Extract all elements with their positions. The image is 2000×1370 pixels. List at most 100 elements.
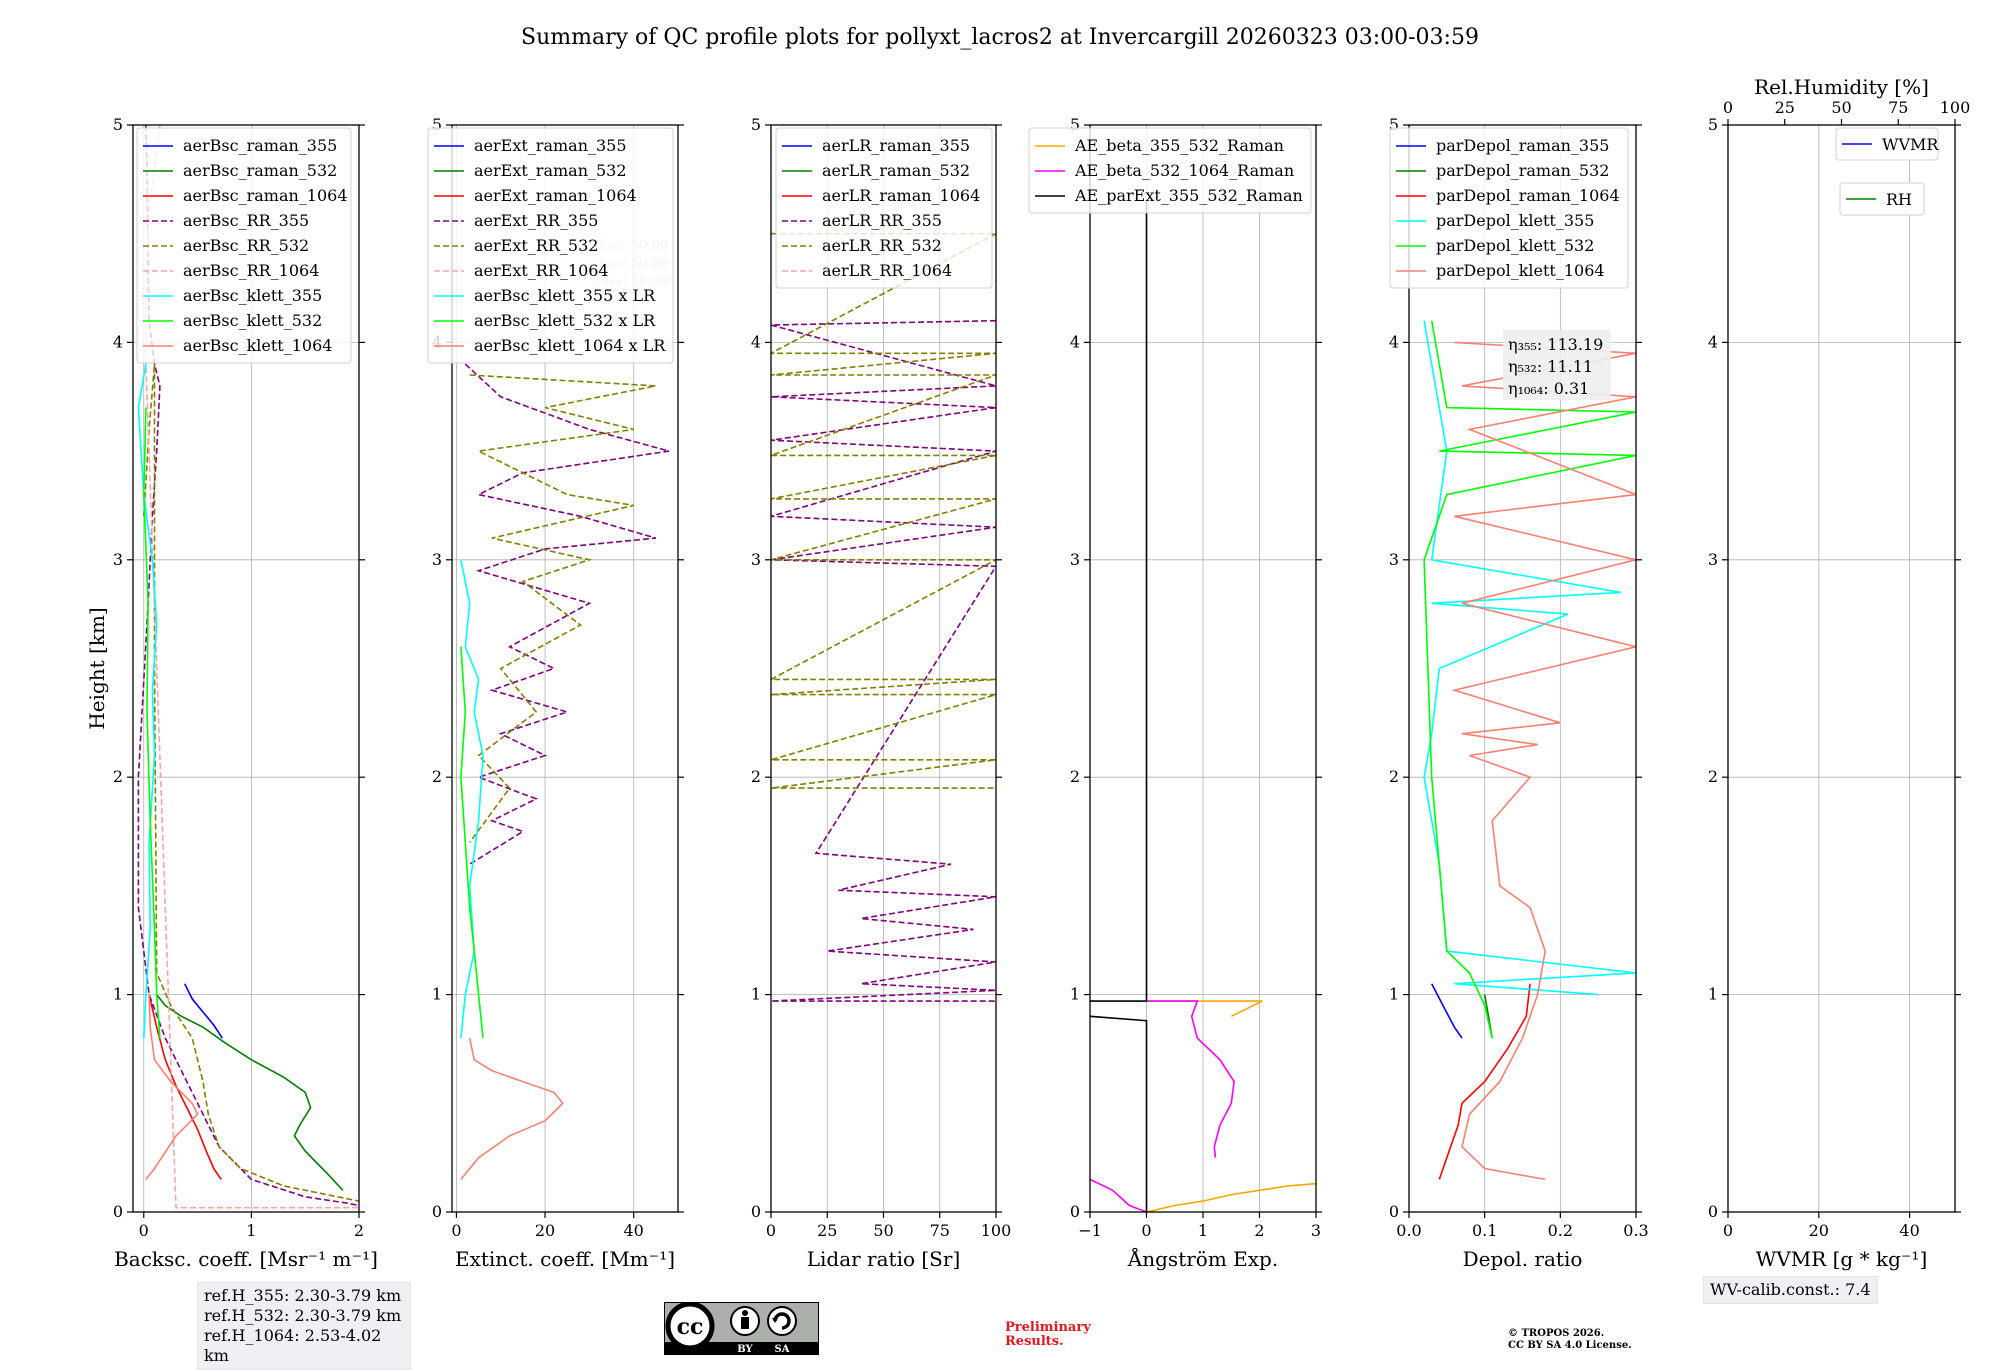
x-axis-label: WVMR [g * kg⁻¹] <box>1756 1247 1928 1271</box>
y-tick-label: 4 <box>751 332 761 351</box>
x-tick-label: 1 <box>246 1221 256 1240</box>
x-axis-label: Backsc. coeff. [Msr⁻¹ m⁻¹] <box>114 1247 378 1271</box>
y-tick-label: 3 <box>751 550 761 569</box>
series-line-aerBsc_raman_355 <box>183 983 223 1039</box>
y-tick-label: 5 <box>751 115 761 134</box>
legend-label: aerBsc_RR_532 <box>183 236 309 255</box>
preliminary-line-1: Preliminary <box>1005 1320 1091 1335</box>
series-line-AE_parExt_355_532_Raman <box>1090 201 1148 1002</box>
preliminary-line-2: Results. <box>1005 1334 1064 1349</box>
panel-depol: 0.0 0.1 0.2 0.3 0 1 2 3 4 5 Depol. ratio η₃₅₅: 113.… <box>1389 115 1649 1271</box>
legend-label: aerBsc_RR_355 <box>183 211 309 230</box>
x2-tick-label: 100 <box>1940 98 1971 117</box>
x-tick-label: 2 <box>1254 1221 1264 1240</box>
series-line-aerLR_RR_355 <box>771 319 996 1002</box>
eta-annotation-line: η₃₅₅: 113.19 <box>1508 335 1603 354</box>
series-line-aerExt_RR_355 <box>464 363 670 865</box>
copyright-note: © TROPOS 2026. CC BY SA 4.0 License. <box>1508 1328 1632 1352</box>
legend-label: AE_parExt_355_532_Raman <box>1074 186 1303 205</box>
x-tick-label: 50 <box>873 1221 893 1240</box>
series-line-AE_beta_532_1064_Raman <box>1090 1178 1147 1212</box>
y-tick-label: 0 <box>1389 1202 1399 1221</box>
y-tick-label: 3 <box>113 550 123 569</box>
legend-label: aerBsc_klett_532 x LR <box>474 311 656 330</box>
legend-label: parDepol_klett_1064 <box>1436 261 1605 280</box>
y-tick-label: 0 <box>751 1202 761 1221</box>
x-tick-label: 40 <box>624 1221 644 1240</box>
series-line-aerBsc_klett_1064 <box>145 994 199 1180</box>
series-line-aerBsc_klett_1064 x LR <box>460 1037 564 1180</box>
legend: aerExt_raman_355 aerExt_raman_532 aerExt_r… <box>427 127 674 364</box>
x-tick-label: 40 <box>1899 1221 1919 1240</box>
x-tick-label: −1 <box>1078 1221 1102 1240</box>
x-tick-label: 20 <box>535 1221 555 1240</box>
legend-label: parDepol_raman_532 <box>1436 161 1609 180</box>
cc-sa-label: SA <box>775 1344 790 1355</box>
y-axis-label: Height [km] <box>85 607 109 729</box>
legend: WVMR RH <box>1835 127 1939 216</box>
series-line-aerBsc_RR_532 <box>143 364 359 1202</box>
wv-calibration-box: WV-calib.const.: 7.4 <box>1703 1276 1878 1304</box>
ref-height-1064: ref.H_1064: 2.53-4.02 km <box>204 1326 382 1365</box>
y-tick-label: 5 <box>113 115 123 134</box>
x-axis-label: Ångström Exp. <box>1127 1246 1278 1271</box>
legend: aerLR_raman_355 aerLR_raman_532 aerLR_rama… <box>775 127 993 289</box>
y-tick-label: 3 <box>1070 550 1080 569</box>
y-tick-label: 1 <box>1389 985 1399 1004</box>
sa-share-icon <box>767 1306 797 1336</box>
x-tick-label: 0.2 <box>1548 1221 1573 1240</box>
y-tick-label: 4 <box>1708 332 1718 351</box>
ref-height-355: ref.H_355: 2.30-3.79 km <box>204 1286 402 1305</box>
series-line-aerLR_RR_532 <box>771 232 996 789</box>
legend-label: parDepol_raman_355 <box>1436 136 1609 155</box>
x2-axis-label: Rel.Humidity [%] <box>1754 75 1929 99</box>
legend-label: aerExt_raman_355 <box>474 136 627 155</box>
legend-label: parDepol_klett_532 <box>1436 236 1594 255</box>
y-tick-label: 2 <box>1708 767 1718 786</box>
series-line-aerBsc_klett_355 x LR <box>460 559 484 1039</box>
x-tick-label: 0.1 <box>1472 1221 1497 1240</box>
panel-wvmr: 0 20 40 0 1 2 3 4 5 WVMR [g * kg⁻¹] 0 25 50 75 100 Rel.… <box>1708 75 1970 1271</box>
x2-tick-label: 75 <box>1888 98 1908 117</box>
x-tick-label: 0 <box>1723 1221 1733 1240</box>
series-line-aerBsc_raman_532 <box>156 994 344 1191</box>
legend-label: aerBsc_raman_1064 <box>183 186 348 205</box>
y-tick-label: 3 <box>1708 550 1718 569</box>
y-tick-label: 2 <box>1389 767 1399 786</box>
y-tick-label: 5 <box>432 115 442 134</box>
legend-label: aerLR_RR_1064 <box>822 261 952 280</box>
eta-annotation-line: η₁₀₆₄: 0.31 <box>1508 379 1589 398</box>
eta-annotation: η₃₅₅: 113.19 η₅₃₂: 11.11 η₁₀₆₄: 0.31 <box>1503 330 1611 400</box>
legend: aerBsc_raman_355 aerBsc_raman_532 aerBsc_r… <box>136 127 352 364</box>
series-line-AE_beta_532_1064_Raman <box>1146 1000 1235 1158</box>
svg-text:cc: cc <box>677 1314 704 1340</box>
legend: parDepol_raman_355 parDepol_raman_532 parD… <box>1389 127 1629 289</box>
legend-label: AE_beta_355_532_Raman <box>1074 136 1284 155</box>
x-axis-label: Depol. ratio <box>1463 1247 1583 1271</box>
copyright-line-1: © TROPOS 2026. <box>1508 1328 1605 1339</box>
legend-label: aerBsc_klett_355 <box>183 286 322 305</box>
series-group <box>1423 320 1636 1181</box>
plot-frame <box>1727 124 1956 1213</box>
y-tick-label: 1 <box>432 985 442 1004</box>
x-tick-label: 1 <box>1198 1221 1208 1240</box>
legend: AE_beta_355_532_Raman AE_beta_532_1064_Ra… <box>1028 127 1312 214</box>
plot-frame <box>1408 124 1637 1213</box>
series-line-AE_parExt_355_532_Raman <box>1090 1015 1148 1212</box>
legend-label: aerBsc_klett_1064 <box>183 336 332 355</box>
y-tick-label: 0 <box>432 1202 442 1221</box>
legend-label: aerBsc_klett_355 x LR <box>474 286 656 305</box>
series-line-parDepol_raman_355 <box>1430 983 1463 1039</box>
legend-label: WVMR <box>1882 135 1939 154</box>
series-line-aerBsc_klett_355 <box>137 363 158 1039</box>
legend-label: aerBsc_raman_532 <box>183 161 337 180</box>
series-line-aerExt_RR_532 <box>469 374 656 843</box>
panel-lidar-ratio: 0 25 50 75 100 0 1 2 3 4 5 Lidar ratio [Sr] <box>751 115 1011 1271</box>
x-tick-label: 0 <box>451 1221 461 1240</box>
x-tick-label: 100 <box>981 1221 1012 1240</box>
legend-label: aerExt_RR_532 <box>474 236 598 255</box>
series-group <box>1090 201 1316 1212</box>
legend-label: aerLR_raman_532 <box>822 161 970 180</box>
